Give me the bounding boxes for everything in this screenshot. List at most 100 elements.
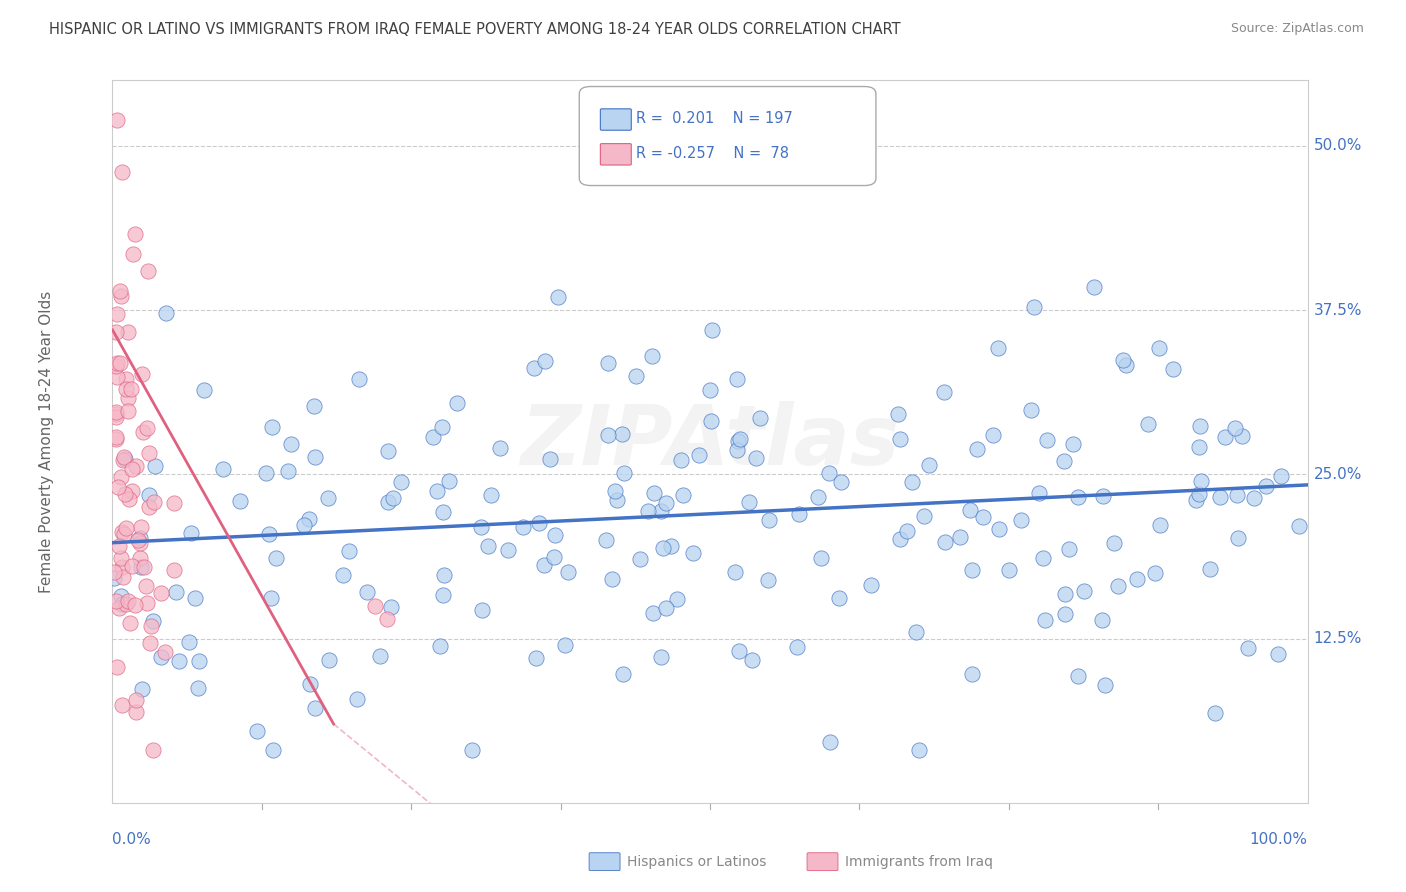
Point — [1112, 352, 1135, 367]
Point — [377, 495, 399, 509]
Point — [655, 496, 678, 510]
Point — [1102, 536, 1125, 550]
Point — [1091, 613, 1114, 627]
Point — [1288, 519, 1310, 533]
Point — [598, 428, 620, 442]
Point — [128, 536, 150, 550]
Point — [959, 503, 981, 517]
Point — [138, 445, 160, 459]
Point — [1057, 541, 1080, 556]
Point — [299, 677, 322, 691]
Point — [110, 524, 132, 539]
Point — [337, 544, 360, 558]
Point — [479, 488, 502, 502]
Point — [377, 612, 399, 626]
Point — [1254, 479, 1277, 493]
Point — [1053, 587, 1076, 601]
Point — [129, 519, 152, 533]
Point — [598, 356, 620, 370]
Point — [257, 526, 280, 541]
Point — [125, 705, 148, 719]
Point — [193, 383, 215, 397]
Point — [131, 367, 153, 381]
Point — [471, 603, 494, 617]
Point — [112, 570, 135, 584]
Point — [628, 551, 651, 566]
Point — [966, 442, 988, 456]
Point — [529, 516, 551, 530]
Text: R = -0.257    N =  78: R = -0.257 N = 78 — [636, 146, 789, 161]
Point — [432, 588, 454, 602]
Point — [111, 165, 134, 179]
Point — [655, 600, 678, 615]
Point — [1094, 678, 1116, 692]
Point — [105, 409, 128, 424]
Point — [104, 325, 127, 339]
Point — [110, 550, 132, 565]
Point — [422, 430, 444, 444]
Point — [1226, 488, 1249, 502]
Point — [105, 112, 128, 127]
Point — [489, 442, 512, 456]
Point — [347, 372, 370, 386]
Point — [380, 600, 402, 615]
Point — [557, 566, 579, 580]
Point — [142, 495, 165, 509]
Point — [818, 735, 841, 749]
Point — [115, 382, 138, 396]
Point — [1107, 578, 1129, 592]
Point — [998, 563, 1021, 577]
Point — [103, 572, 125, 586]
Point — [1067, 668, 1090, 682]
Point — [983, 428, 1005, 442]
Point — [138, 488, 160, 502]
Point — [107, 539, 129, 553]
Point — [460, 743, 482, 757]
Point — [112, 450, 135, 465]
Point — [1204, 706, 1226, 720]
Point — [606, 492, 628, 507]
Point — [254, 466, 277, 480]
Point — [1083, 280, 1105, 294]
Point — [105, 432, 128, 446]
Point — [1073, 584, 1095, 599]
Point — [177, 635, 200, 649]
Point — [132, 425, 155, 439]
Point — [108, 600, 131, 615]
Point — [426, 484, 449, 499]
Point — [470, 519, 492, 533]
Point — [108, 284, 131, 298]
Point — [105, 356, 128, 370]
Point — [368, 649, 391, 664]
Point — [1144, 566, 1167, 580]
Point — [600, 572, 623, 586]
Point — [132, 559, 155, 574]
Point — [105, 660, 128, 674]
Point — [1270, 468, 1292, 483]
Point — [121, 462, 143, 476]
Point — [1237, 641, 1260, 656]
Point — [652, 541, 675, 555]
Point — [727, 434, 749, 448]
Point — [180, 525, 202, 540]
Point — [728, 432, 751, 446]
Point — [702, 323, 724, 337]
Point — [830, 475, 852, 489]
Point — [131, 682, 153, 697]
Point — [887, 407, 910, 421]
Point — [1189, 475, 1212, 489]
Point — [150, 649, 173, 664]
Point — [143, 458, 166, 473]
Point — [149, 586, 172, 600]
Point — [610, 427, 633, 442]
Point — [135, 579, 157, 593]
Point — [120, 383, 142, 397]
Point — [346, 691, 368, 706]
Point — [1188, 440, 1211, 454]
Point — [184, 591, 207, 606]
Point — [163, 563, 186, 577]
Point — [1053, 454, 1076, 468]
Text: 25.0%: 25.0% — [1313, 467, 1362, 482]
Point — [103, 565, 125, 579]
Point — [725, 372, 748, 386]
